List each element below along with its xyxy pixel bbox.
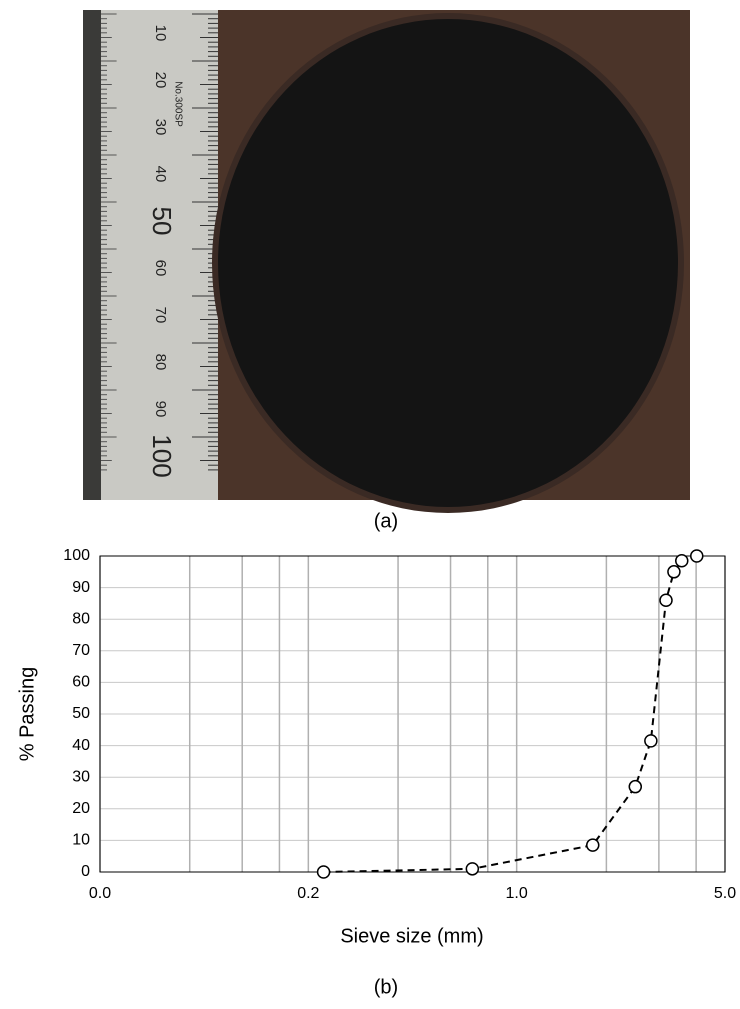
x-axis-title: Sieve size (mm) bbox=[340, 925, 483, 947]
y-tick-label: 100 bbox=[63, 547, 90, 564]
y-tick-label: 10 bbox=[72, 832, 90, 849]
caption: (b) bbox=[374, 976, 398, 998]
ruler bbox=[83, 10, 218, 500]
y-tick-label: 60 bbox=[72, 674, 90, 691]
ruler-label: 60 bbox=[152, 260, 169, 277]
data-point bbox=[318, 866, 330, 878]
y-tick-label: 20 bbox=[72, 800, 90, 817]
ruler-label: 100 bbox=[147, 434, 177, 477]
x-tick-label: 0.2 bbox=[297, 885, 319, 902]
y-tick-label: 80 bbox=[72, 610, 90, 627]
data-point bbox=[629, 781, 641, 793]
y-tick-label: 50 bbox=[72, 705, 90, 722]
y-tick-label: 30 bbox=[72, 768, 90, 785]
data-point bbox=[676, 555, 688, 567]
caption: (a) bbox=[374, 510, 398, 532]
ruler-label: 20 bbox=[152, 72, 169, 89]
rubber-granules bbox=[218, 19, 678, 507]
ruler-label: 50 bbox=[147, 207, 177, 236]
x-tick-label: 5.0 bbox=[714, 885, 736, 902]
ruler-brand: No.300SP bbox=[172, 81, 183, 127]
photo: 10 20 30 40 50 60 70 80 90 100 No.300SP (a) bbox=[83, 10, 690, 532]
data-point bbox=[691, 550, 703, 562]
y-tick-label: 70 bbox=[72, 642, 90, 659]
x-tick-label: 1.0 bbox=[506, 885, 528, 902]
data-point bbox=[466, 863, 478, 875]
data-point bbox=[645, 735, 657, 747]
ruler-label: 30 bbox=[152, 119, 169, 136]
ruler-label: 10 bbox=[152, 25, 169, 42]
data-point bbox=[587, 839, 599, 851]
data-point bbox=[660, 594, 672, 606]
ruler-label: 70 bbox=[152, 307, 169, 324]
ruler-label: 40 bbox=[152, 166, 169, 183]
ruler-label: 80 bbox=[152, 354, 169, 371]
x-tick-label: 0.0 bbox=[89, 885, 111, 902]
ruler-label: 90 bbox=[152, 401, 169, 418]
page: {"photo": {"caption": "(a)", "ruler_labe… bbox=[0, 0, 740, 1009]
y-tick-label: 90 bbox=[72, 579, 90, 596]
y-tick-label: 40 bbox=[72, 737, 90, 754]
figure: 102030405060708090100No.300SP (a) Sieve … bbox=[0, 0, 740, 1009]
ruler-edge bbox=[83, 10, 101, 500]
data-point bbox=[668, 566, 680, 578]
y-axis-title: % Passing bbox=[16, 667, 38, 762]
y-tick-label: 0 bbox=[81, 863, 90, 880]
